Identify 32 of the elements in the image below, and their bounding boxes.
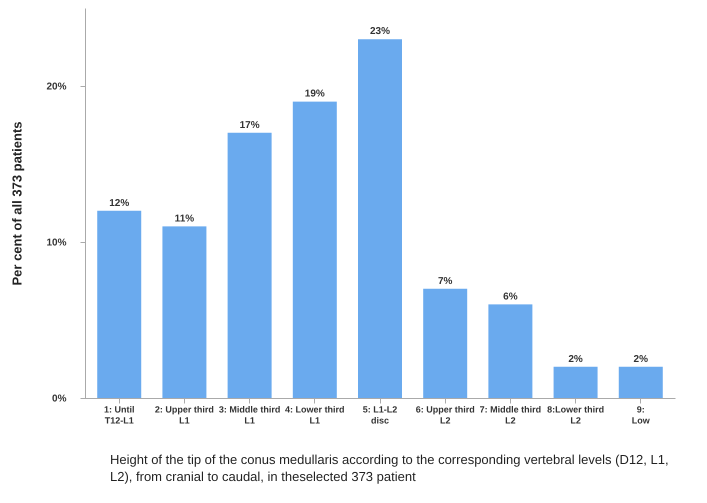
y-axis-title: Per cent of all 373 patients	[9, 121, 24, 286]
bar	[292, 102, 337, 398]
data-label: 2%	[634, 354, 648, 365]
bar	[488, 304, 532, 398]
bar	[358, 39, 402, 398]
data-label: 17%	[240, 120, 260, 131]
x-tick-label: 1: Until T12-L1	[104, 404, 134, 426]
y-tick-label: 20%	[46, 82, 67, 92]
data-label: 19%	[304, 88, 325, 100]
bar	[162, 226, 206, 398]
data-label: 23%	[370, 26, 390, 38]
x-tick-label: 8:Lower third L2	[547, 404, 604, 426]
y-tick-label: 0%	[52, 394, 67, 404]
x-tick-label: 5: L1-L2 disc	[362, 404, 398, 426]
x-tick-label: 3: Middle third L1	[218, 404, 280, 426]
bar	[618, 366, 663, 398]
data-label: 2%	[568, 354, 583, 365]
bar	[423, 288, 468, 398]
data-label: 11%	[174, 213, 194, 224]
x-tick-label: 6: Upper third L2	[416, 404, 475, 426]
x-tick-label: 9: Low	[632, 404, 651, 426]
x-tick-label: 4: Lower third L1	[285, 404, 345, 426]
data-label: 7%	[438, 276, 453, 287]
bar	[97, 210, 142, 398]
data-label: 12%	[109, 198, 130, 209]
data-label: 6%	[503, 291, 518, 302]
text: Height of the tip of the conus medullaris according to the corresponding vertebral levels (D12, L1, L2), from cranial to caudal, in theselected 373 patient	[110, 451, 670, 485]
x-tick-label: 7: Middle third L2	[480, 404, 542, 426]
x-tick-label: 2: Upper third L1	[154, 404, 214, 426]
bar	[228, 132, 272, 398]
y-tick-label: 10%	[46, 238, 67, 248]
bar	[554, 366, 598, 398]
